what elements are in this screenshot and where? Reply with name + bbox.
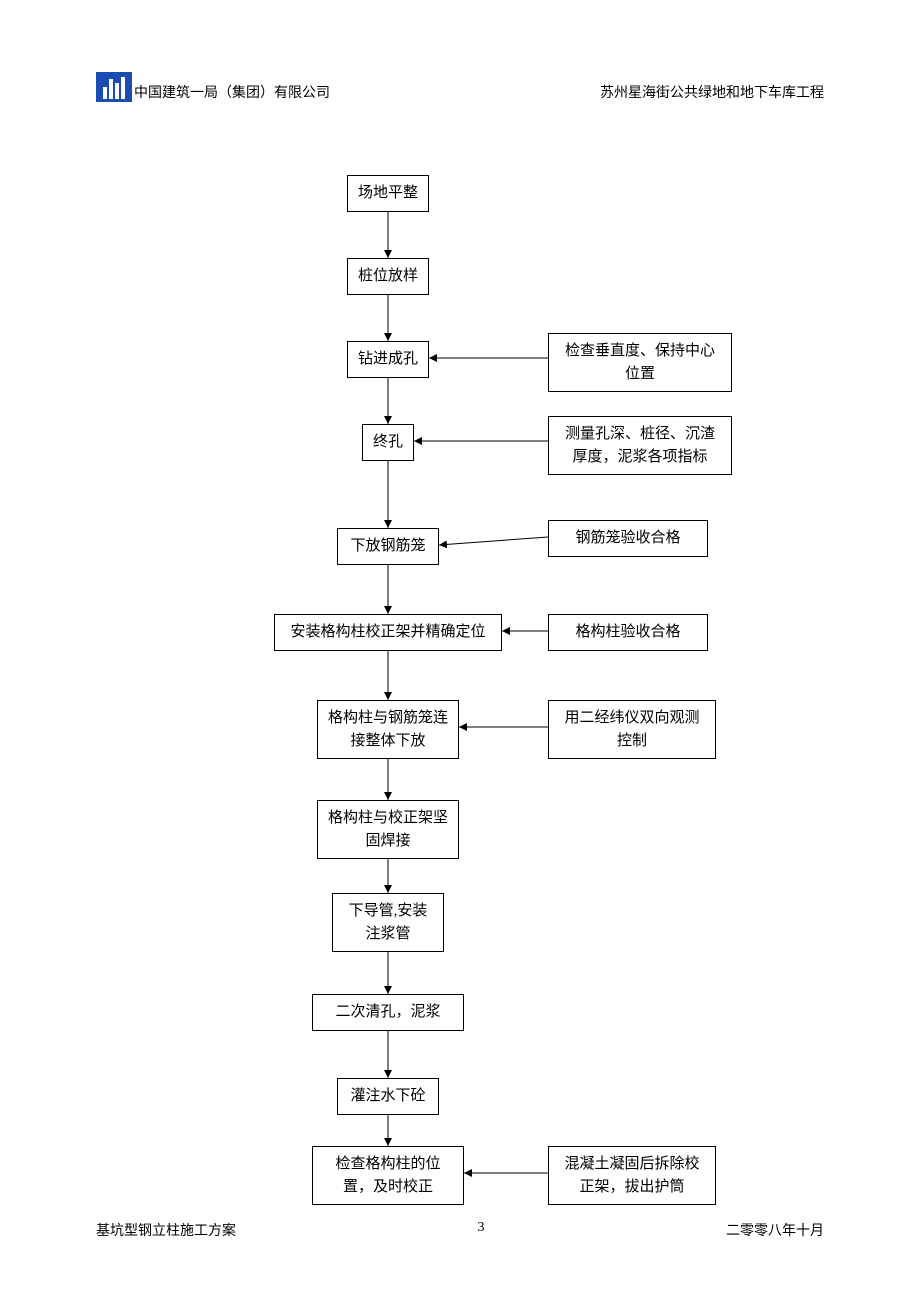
- flowchart-node-n2: 桩位放样: [347, 258, 429, 295]
- flowchart-node-n9: 下导管,安装注浆管: [332, 893, 444, 952]
- flowchart-node-s12: 混凝土凝固后拆除校正架，拔出护筒: [548, 1146, 716, 1205]
- flowchart-node-n3: 钻进成孔: [347, 341, 429, 378]
- flowchart-node-n7: 格构柱与钢筋笼连接整体下放: [317, 700, 459, 759]
- flowchart-node-s6: 格构柱验收合格: [548, 614, 708, 651]
- flowchart-node-n11: 灌注水下砼: [337, 1078, 439, 1115]
- footer-left: 基坑型钢立柱施工方案: [96, 1220, 236, 1240]
- flowchart-node-n8: 格构柱与校正架坚固焊接: [317, 800, 459, 859]
- flowchart-node-n5: 下放钢筋笼: [337, 528, 439, 565]
- flowchart-node-n6: 安装格构柱校正架并精确定位: [274, 614, 502, 651]
- flowchart-edges: [0, 0, 920, 1302]
- footer-page-number: 3: [478, 1220, 485, 1240]
- flowchart-node-s5: 钢筋笼验收合格: [548, 520, 708, 557]
- flowchart-node-n1: 场地平整: [347, 175, 429, 212]
- flowchart-node-s3: 检查垂直度、保持中心位置: [548, 333, 732, 392]
- flowchart-node-n4: 终孔: [362, 424, 414, 461]
- page-footer: 基坑型钢立柱施工方案 3 二零零八年十月: [96, 1220, 824, 1240]
- flowchart-node-s7: 用二经纬仪双向观测控制: [548, 700, 716, 759]
- flowchart-node-n12: 检查格构柱的位置，及时校正: [312, 1146, 464, 1205]
- footer-date: 二零零八年十月: [726, 1220, 824, 1240]
- flowchart-node-n10: 二次清孔，泥浆: [312, 994, 464, 1031]
- flowchart-diagram: 场地平整桩位放样钻进成孔终孔下放钢筋笼安装格构柱校正架并精确定位格构柱与钢筋笼连…: [0, 0, 920, 1302]
- flowchart-node-s4: 测量孔深、桩径、沉渣厚度，泥浆各项指标: [548, 416, 732, 475]
